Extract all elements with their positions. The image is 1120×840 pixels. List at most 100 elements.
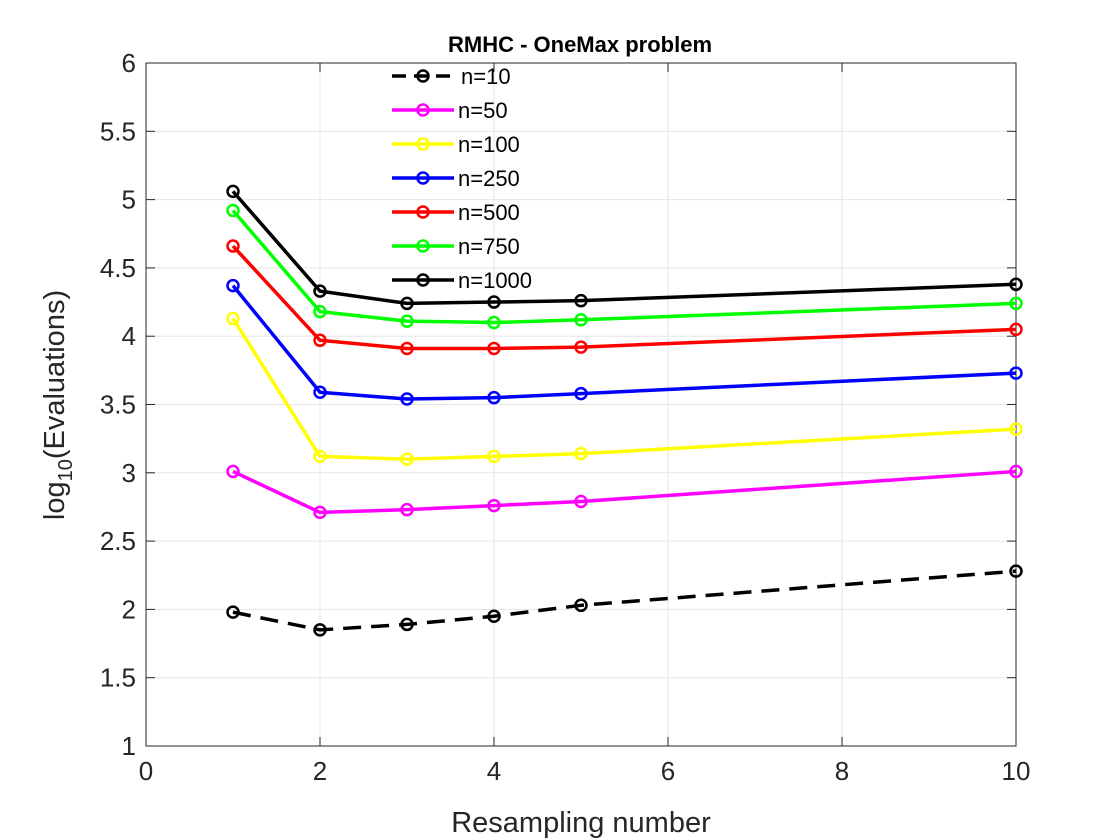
data-point (487, 341, 501, 356)
y-tick-label: 2 (122, 594, 136, 624)
data-point (400, 314, 414, 328)
data-point (226, 605, 240, 619)
x-tick-label: 10 (1002, 756, 1031, 786)
x-tick-label: 2 (313, 756, 327, 786)
data-point (1009, 322, 1023, 337)
series-line (231, 284, 1017, 401)
legend-entry-n=750: n=750 (392, 234, 520, 259)
series-line (232, 469, 1017, 515)
axes: 0 2 4 6 8 10 1 1.5 2 2.5 3 3.5 4 4.5 5 5.5 6 (100, 48, 1031, 786)
data-point (1009, 422, 1023, 436)
data-point (574, 313, 588, 327)
grid (145, 62, 1017, 747)
legend-marker (416, 171, 430, 185)
data-point (487, 498, 501, 513)
legend-marker (416, 137, 430, 151)
data-point (574, 598, 588, 613)
data-point (313, 449, 327, 464)
legend-label: n=10 (461, 64, 511, 89)
y-tick-label: 4.5 (100, 253, 136, 283)
series-n=500 (226, 239, 1023, 356)
series-n=250 (226, 278, 1023, 406)
series-line (232, 569, 1017, 632)
data-point (400, 296, 414, 311)
legend-entry-n=10: n=10 (392, 64, 511, 89)
y-tick-label: 5.5 (100, 116, 136, 146)
x-tick-label: 8 (835, 756, 849, 786)
y-axis-label-subscript: 10 (55, 459, 77, 481)
data-point (226, 203, 240, 218)
data-point (400, 392, 414, 406)
data-point (1009, 464, 1023, 479)
legend-marker (416, 205, 430, 219)
y-tick-label: 3 (122, 458, 136, 488)
series-line (231, 190, 1017, 306)
data-point (313, 284, 327, 298)
x-tick-label: 0 (139, 756, 153, 786)
y-tick-label: 1 (122, 731, 136, 761)
series-line (231, 209, 1017, 325)
legend-marker (416, 103, 430, 117)
legend-entry-n=100: n=100 (392, 132, 520, 157)
data-point (313, 333, 327, 348)
data-point (1009, 564, 1023, 578)
y-tick-label: 1.5 (100, 663, 136, 693)
y-tick-label: 6 (122, 48, 136, 78)
legend-entry-n=1000: n=1000 (392, 268, 532, 293)
y-tick-label: 5 (122, 185, 136, 215)
series-n=10 (226, 564, 1023, 637)
data-point (400, 502, 414, 517)
x-axis-label: Resampling number (451, 807, 711, 839)
data-point (226, 464, 240, 479)
data-point (400, 452, 414, 466)
data-point (487, 295, 501, 309)
data-point (487, 609, 501, 623)
data-point (226, 184, 240, 199)
y-tick-label: 4 (122, 321, 136, 351)
legend-marker (416, 273, 430, 287)
legend-entry-n=250: n=250 (392, 166, 520, 191)
legend-marker (416, 239, 430, 253)
legend-marker (416, 69, 430, 83)
legend-entry-n=500: n=500 (392, 200, 520, 225)
legend-label: n=250 (458, 166, 520, 191)
data-point (226, 239, 240, 253)
legend: n=10 n=50 n=100 n=250 n=500 n=750 n=1000 (392, 64, 532, 293)
legend-entry-n=50: n=50 (392, 98, 508, 123)
y-axis-label-base: log (39, 481, 71, 520)
series-n=1000 (226, 184, 1023, 311)
data-point (313, 505, 327, 520)
data-point (574, 494, 588, 509)
series-layer (226, 184, 1023, 637)
data-point (226, 311, 240, 326)
y-axis-label-rest: (Evaluations) (39, 290, 71, 459)
data-point (487, 315, 501, 330)
data-point (1009, 277, 1023, 292)
data-point (1009, 366, 1023, 380)
series-n=50 (226, 464, 1023, 520)
series-line (231, 244, 1017, 351)
data-point (574, 293, 588, 308)
data-point (487, 390, 501, 405)
data-point (574, 446, 588, 461)
data-point (313, 304, 327, 319)
legend-label: n=750 (458, 234, 520, 259)
data-point (574, 340, 588, 354)
series-n=100 (226, 311, 1023, 466)
legend-label: n=100 (458, 132, 520, 157)
legend-label: n=1000 (458, 268, 532, 293)
data-point (487, 449, 501, 464)
y-tick-label: 3.5 (100, 390, 136, 420)
chart-title: RMHC - OneMax problem (448, 32, 712, 57)
data-point (1009, 296, 1023, 311)
data-point (313, 623, 327, 637)
data-point (226, 278, 240, 293)
legend-label: n=50 (458, 98, 508, 123)
y-tick-label: 2.5 (100, 526, 136, 556)
x-tick-label: 6 (661, 756, 675, 786)
series-n=750 (226, 203, 1023, 330)
data-point (400, 617, 414, 632)
data-point (313, 385, 327, 399)
data-point (400, 341, 414, 356)
